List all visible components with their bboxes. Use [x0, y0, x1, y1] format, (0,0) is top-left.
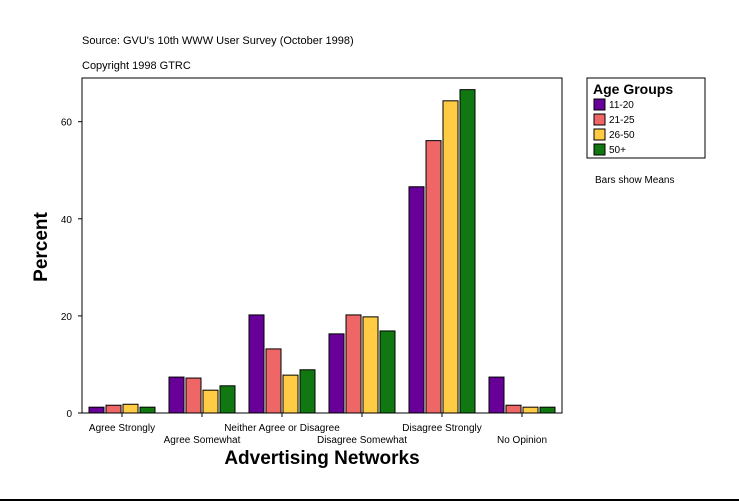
x-tick-label: Disagree Somewhat: [317, 435, 407, 446]
bar: [459, 89, 476, 414]
x-tick-label: No Opinion: [497, 435, 547, 446]
bar: [345, 314, 362, 414]
bar: [88, 406, 105, 414]
bar: [379, 330, 396, 414]
bar: [425, 140, 442, 414]
bar: [299, 369, 316, 414]
bar: [105, 404, 122, 414]
bar: [442, 100, 459, 414]
legend-title: Age Groups: [593, 81, 673, 97]
x-tick-label: Agree Somewhat: [164, 435, 241, 446]
bar: [539, 406, 556, 414]
x-tick-label: Neither Agree or Disagree: [224, 423, 340, 434]
x-tick-label: Agree Strongly: [89, 423, 155, 434]
legend-swatch: [593, 143, 606, 156]
y-axis-title: Percent: [31, 211, 52, 281]
legend-swatch: [593, 98, 606, 111]
bar: [185, 377, 202, 414]
bar: [122, 403, 139, 414]
plot-frame: [81, 77, 563, 414]
legend-label: 26-50: [609, 130, 635, 141]
legend-box: [586, 77, 706, 159]
bar: [505, 404, 522, 414]
note: Bars show Means: [595, 175, 674, 186]
bar: [362, 316, 379, 414]
y-tick-label: 40: [61, 215, 73, 226]
bar: [488, 376, 505, 414]
bar: [328, 333, 345, 414]
x-axis-title: Advertising Networks: [224, 448, 419, 469]
source: Source: GVU's 10th WWW User Survey (Octo…: [82, 35, 354, 47]
y-tick-label: 60: [61, 118, 73, 129]
legend-swatch: [593, 113, 606, 126]
x-tick-label: Disagree Strongly: [402, 423, 481, 434]
y-tick-label: 0: [66, 409, 72, 420]
legend-label: 21-25: [609, 115, 635, 126]
bar: [219, 385, 236, 414]
bar: [408, 186, 425, 414]
legend-label: 50+: [609, 145, 626, 156]
copyright: Copyright 1998 GTRC: [82, 60, 191, 72]
bar: [282, 374, 299, 414]
legend-swatch: [593, 128, 606, 141]
bar: [202, 389, 219, 414]
bar: [139, 406, 156, 414]
bar: [168, 376, 185, 414]
bar: [265, 348, 282, 414]
bar: [248, 314, 265, 414]
y-tick-label: 20: [61, 312, 73, 323]
legend-label: 11-20: [609, 100, 634, 111]
bar: [522, 406, 539, 414]
